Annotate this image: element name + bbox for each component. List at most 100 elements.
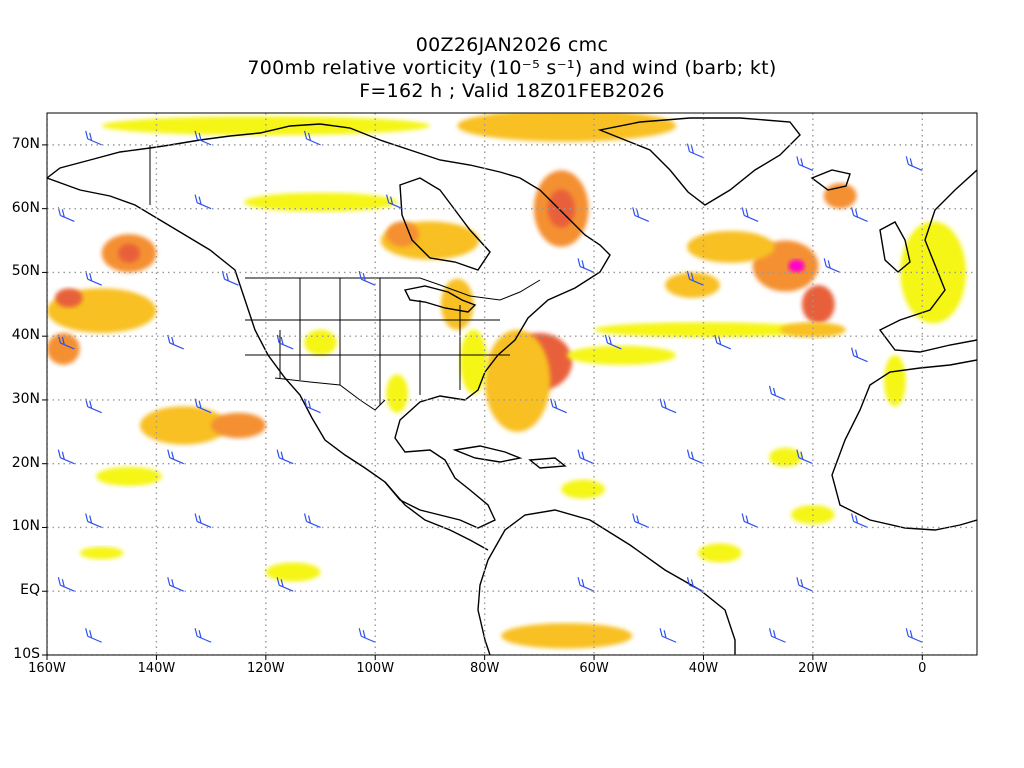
vorticity-contour-28 (460, 329, 488, 394)
vorticity-contour-37 (265, 562, 321, 582)
wind-barb-34 (686, 449, 704, 465)
wind-barb-21 (604, 334, 622, 350)
wind-barb-9 (632, 207, 650, 222)
vorticity-contour-20 (801, 285, 835, 324)
vorticity-contour-34 (561, 479, 606, 499)
wind-barb-26 (303, 398, 321, 414)
lon-label: 20W (798, 661, 828, 676)
lon-label: 40W (688, 661, 719, 676)
wind-barb-4 (796, 156, 814, 171)
wind-barb-11 (851, 207, 868, 222)
wind-barb-25 (194, 398, 212, 414)
wind-barb-49 (194, 628, 212, 643)
lat-label: 70N (11, 135, 40, 152)
wind-barb-30 (57, 449, 75, 465)
wind-barb-31 (167, 449, 185, 465)
wind-barb-53 (905, 628, 923, 643)
wind-barb-46 (686, 577, 704, 592)
vorticity-contour-11 (47, 332, 80, 365)
wind-barb-24 (85, 398, 102, 414)
lon-label: 0 (918, 661, 927, 676)
lon-label: 120W (246, 661, 285, 676)
vorticity-contour-35 (698, 543, 742, 563)
wind-barb-10 (741, 207, 759, 222)
wind-barb-6 (57, 207, 75, 222)
africa-coastline (831, 359, 977, 531)
vorticity-contour-22 (665, 272, 720, 298)
wind-barb-43 (167, 577, 185, 592)
wind-barb-39 (632, 513, 650, 529)
wind-barb-38 (303, 513, 321, 529)
chart-subtitle-variable: 700mb relative vorticity (10⁻⁵ s⁻¹) and … (247, 57, 777, 79)
wind-barb-52 (768, 628, 786, 643)
vorticity-contour-19 (788, 259, 805, 273)
vorticity-contour-5 (386, 221, 419, 247)
us-mexico-border (274, 377, 386, 411)
uk-coastline (879, 221, 911, 273)
cuba-coastline (452, 445, 523, 463)
vorticity-contour-21 (687, 230, 775, 263)
vorticity-contour-27 (440, 278, 474, 330)
central-america-coastline (384, 481, 489, 551)
wind-barb-20 (276, 334, 294, 350)
wind-barb-27 (550, 398, 567, 414)
wind-barb-3 (686, 143, 704, 159)
wind-barb-28 (659, 398, 677, 414)
graticule-layer (47, 113, 977, 655)
lat-label: 10N (11, 518, 40, 535)
greenland-coastline (597, 117, 801, 206)
wind-barb-16 (686, 271, 704, 286)
vorticity-contour-36 (79, 546, 124, 560)
wind-barb-7 (194, 194, 212, 210)
wind-barb-42 (57, 577, 75, 592)
great-lakes-coastline (403, 285, 477, 313)
lat-label: 40N (11, 327, 40, 344)
wind-barb-layer (57, 130, 923, 643)
wind-barb-41 (851, 513, 868, 529)
lon-label: 140W (137, 661, 176, 676)
vorticity-contour-6 (243, 192, 398, 212)
plot-frame (46, 112, 978, 656)
wind-barb-47 (796, 577, 814, 592)
political-boundaries-layer (149, 145, 541, 411)
lat-label: 50N (11, 263, 40, 280)
wind-barb-13 (221, 271, 239, 286)
vorticity-contour-13 (211, 412, 266, 439)
vorticity-contour-16 (484, 329, 551, 432)
wind-barb-5 (905, 156, 923, 171)
chart-title: 00Z26JAN2026 cmc (415, 34, 609, 56)
wind-barb-14 (358, 271, 376, 286)
lat-label: EQ (20, 582, 40, 599)
wind-barb-8 (386, 194, 403, 210)
wind-barb-2 (303, 130, 321, 146)
lat-label: 10S (13, 646, 40, 662)
wind-barb-23 (851, 347, 868, 363)
iceland-coastline (810, 169, 851, 191)
lon-label: 100W (356, 661, 395, 676)
vorticity-contour-8 (118, 243, 140, 263)
wind-barb-48 (85, 628, 102, 643)
wind-barb-17 (823, 258, 841, 273)
lat-label: 20N (11, 454, 40, 471)
chart-subtitle-valid-time: F=162 h ; Valid 18Z01FEB2026 (359, 80, 665, 102)
vorticity-contour-31 (304, 329, 337, 356)
wind-barb-32 (276, 449, 294, 465)
vorticity-contour-0 (457, 113, 677, 142)
wind-barb-19 (167, 334, 185, 350)
europe-coastline (878, 169, 977, 353)
wind-barb-29 (768, 385, 786, 401)
wind-barb-33 (577, 449, 595, 465)
vorticity-contour-29 (501, 623, 633, 649)
lon-label: 160W (28, 661, 66, 676)
vorticity-shading-layer (47, 113, 967, 649)
wind-barb-12 (85, 271, 102, 286)
wind-barb-44 (276, 577, 294, 592)
vorticity-contour-32 (386, 374, 409, 413)
wind-barb-37 (194, 513, 212, 529)
vorticity-contour-33 (769, 447, 802, 467)
wind-barb-22 (714, 334, 732, 350)
hispaniola-coastline (528, 457, 567, 469)
wind-barb-35 (796, 449, 814, 465)
coastline-layer (47, 117, 977, 655)
